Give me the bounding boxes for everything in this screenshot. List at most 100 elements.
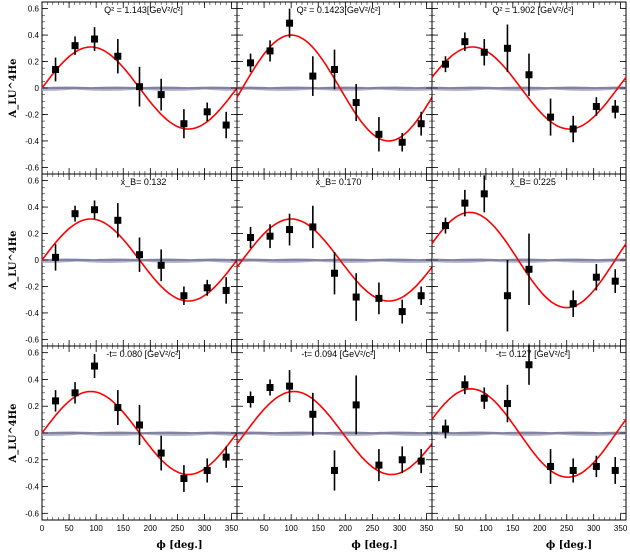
data-point — [398, 456, 406, 464]
y-tick-label: -0.2 — [25, 456, 39, 465]
data-point — [136, 421, 143, 429]
y-tick-label: 0.4 — [28, 31, 40, 40]
data-point — [203, 108, 211, 116]
data-point — [71, 210, 79, 218]
data-point — [503, 44, 511, 52]
x-tick-label: 350 — [225, 524, 239, 533]
y-tick-label: -0.4 — [25, 137, 39, 146]
data-point — [266, 47, 274, 55]
x-axis-title: ϕ [deg.] — [156, 540, 202, 551]
x-axis-title: ϕ [deg.] — [546, 540, 592, 551]
data-point — [611, 105, 619, 113]
panel-9: 50 100 150 200 250 300 350 -t= 0.127 [GeV²/c²] — [431, 344, 628, 533]
data-point — [247, 59, 255, 67]
data-point — [480, 394, 488, 402]
data-point — [91, 35, 99, 43]
data-point — [525, 265, 533, 273]
panel-label: x_B= 0.225 — [510, 177, 556, 187]
data-point — [569, 466, 577, 474]
x-tick-label: 300 — [587, 524, 601, 533]
data-point — [417, 292, 425, 300]
data-point — [611, 277, 619, 285]
x-tick-label: 50 — [260, 524, 269, 533]
data-point — [52, 65, 60, 73]
y-tick-label: -0.6 — [25, 335, 39, 344]
data-point — [180, 120, 188, 128]
panel-label: -t= 0.127 [GeV²/c²] — [496, 349, 570, 359]
x-tick-label: 50 — [454, 524, 463, 533]
data-point — [480, 48, 488, 56]
data-point — [592, 273, 600, 281]
x-tick-label: 250 — [171, 524, 185, 533]
panel-5: x_B= 0.170 — [236, 173, 433, 347]
x-axis-title: ϕ [deg.] — [351, 540, 397, 551]
data-point — [569, 125, 577, 133]
y-tick-label: 0.2 — [28, 402, 40, 411]
x-tick-label: 150 — [506, 524, 520, 533]
data-point — [569, 300, 577, 308]
panel-7: 0.6 0.4 0.2 0 -0.2 -0.4 -0.6 50 100 150 200 250 300 3… — [25, 345, 239, 533]
data-point — [547, 113, 555, 121]
fit-curve — [236, 390, 433, 476]
y-tick-label: 0.4 — [28, 375, 40, 384]
data-point — [331, 269, 338, 277]
y-axis-title: A_LU^4He — [8, 230, 19, 290]
panel-3: Q² = 1.902 [GeV²/c²] — [431, 1, 627, 175]
panel-1: 0.6 0.4 0.2 0 -0.2 -0.4 -0.6 Q² = 1.143[GeV²/c²… — [25, 1, 238, 175]
data-point — [480, 190, 488, 198]
data-point — [547, 462, 555, 470]
y-tick-label: -0.4 — [25, 309, 39, 318]
y-tick-label: 0 — [35, 84, 40, 93]
data-point — [441, 60, 449, 68]
data-point — [71, 389, 79, 397]
data-point — [331, 65, 338, 73]
panel-2: Q² = 0.1423[GeV²/c²] — [236, 1, 433, 175]
data-point — [91, 362, 99, 370]
x-tick-label: 100 — [284, 524, 298, 533]
x-tick-label: 200 — [533, 524, 547, 533]
systematic-band — [237, 431, 432, 436]
data-point — [266, 383, 274, 391]
systematic-band — [432, 431, 626, 436]
data-point — [203, 466, 211, 474]
data-point — [375, 294, 383, 302]
data-point — [52, 397, 60, 405]
x-tick-label: 250 — [366, 524, 380, 533]
y-tick-label: 0.4 — [28, 203, 40, 212]
data-point — [592, 462, 600, 470]
x-tick-label: 250 — [560, 524, 574, 533]
data-point — [503, 400, 511, 408]
y-tick-label: -0.6 — [25, 509, 39, 518]
y-tick-label: 0 — [35, 256, 40, 265]
data-point — [309, 223, 317, 231]
data-point — [91, 206, 99, 214]
panel-label: -t= 0.080 [GeV²/c²] — [106, 349, 180, 359]
data-point — [592, 103, 600, 111]
data-point — [222, 121, 230, 129]
panel-label: -t= 0.094 [GeV²/c²] — [301, 349, 375, 359]
panel-label: x_B= 0.170 — [316, 177, 362, 187]
y-tick-label: 0.6 — [28, 177, 40, 186]
x-tick-label: 200 — [144, 524, 158, 533]
y-tick-label: -0.4 — [25, 483, 39, 492]
y-tick-label: 0.2 — [28, 230, 40, 239]
x-tick-label: 0 — [40, 524, 45, 533]
x-tick-label: 100 — [479, 524, 493, 533]
y-tick-label: -0.6 — [25, 163, 39, 172]
y-tick-label: 0 — [35, 429, 40, 438]
x-tick-label: 300 — [393, 524, 407, 533]
panel-label: Q² = 1.143[GeV²/c²] — [104, 5, 183, 15]
data-point — [157, 91, 165, 99]
data-point — [417, 120, 425, 128]
y-tick-label: -0.2 — [25, 282, 39, 291]
data-point — [331, 466, 338, 474]
data-point — [157, 449, 165, 457]
panel-4: 0.6 0.4 0.2 0 -0.2 -0.4 -0.6 x_B= 0.132 — [25, 173, 238, 347]
data-point — [52, 253, 60, 261]
data-point — [461, 38, 469, 46]
data-point — [461, 199, 469, 207]
x-tick-label: 150 — [117, 524, 131, 533]
data-point — [309, 410, 317, 418]
data-point — [503, 292, 511, 300]
x-tick-label: 200 — [339, 524, 353, 533]
